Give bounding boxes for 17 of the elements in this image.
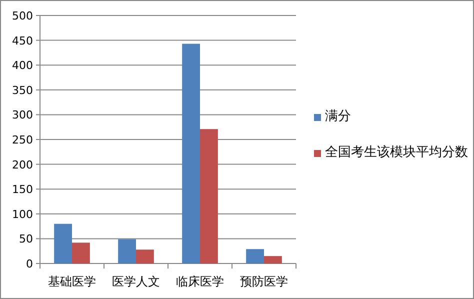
x-tick-label: 临床医学 (176, 274, 224, 288)
y-tick-label: 300 (12, 108, 33, 122)
y-tick-label: 450 (12, 34, 33, 48)
x-tick-label: 预防医学 (240, 274, 288, 288)
x-tick-label: 基础医学 (48, 274, 96, 288)
y-tick-label: 100 (12, 208, 33, 221)
y-tick-label: 400 (12, 59, 33, 72)
legend-label: 满分 (325, 108, 352, 126)
y-tick-label: 500 (12, 10, 33, 22)
y-tick-label: 0 (26, 258, 33, 270)
y-tick-label: 200 (12, 158, 33, 172)
y-tick-label: 50 (19, 232, 33, 246)
y-tick-label: 250 (12, 134, 33, 146)
y-tick-label: 350 (12, 84, 33, 97)
legend-label: 全国考生该模块平均分数 (325, 144, 469, 162)
y-tick-label: 150 (12, 183, 33, 196)
x-tick-label: 医学人文 (112, 274, 160, 288)
